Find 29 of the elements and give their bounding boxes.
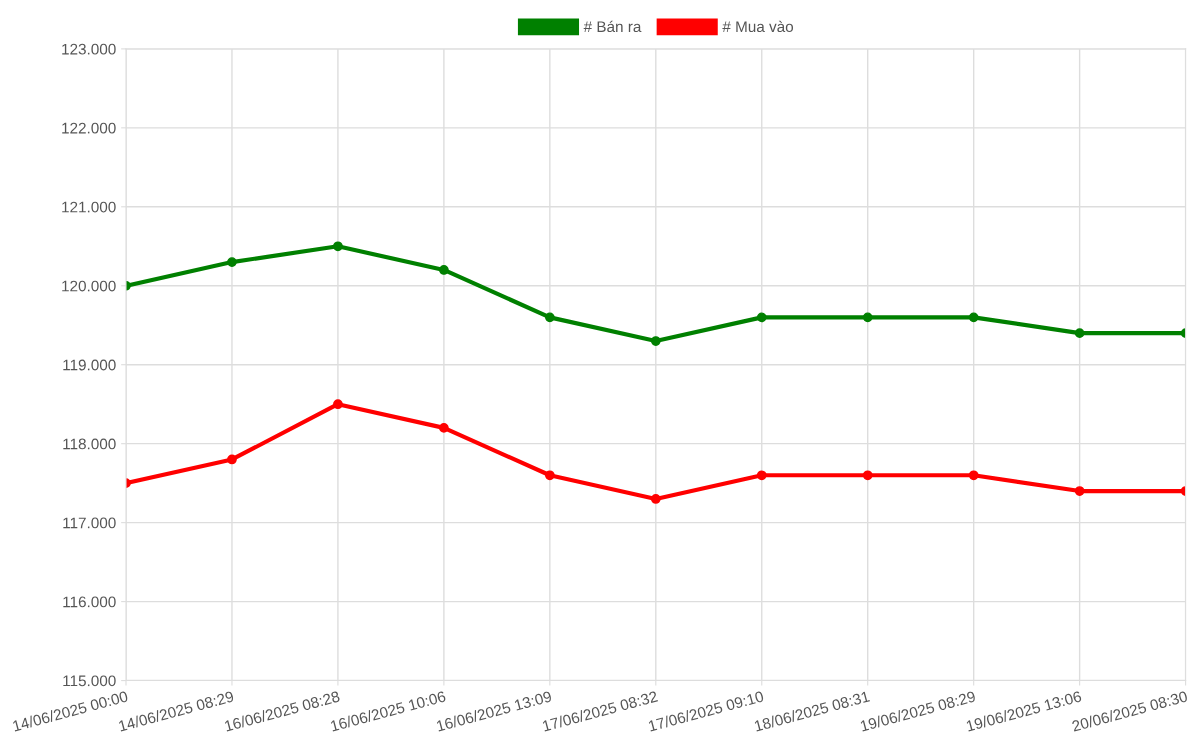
point [650, 494, 661, 504]
point [544, 312, 555, 323]
y-tick-label: 118.000 [63, 438, 116, 450]
point [439, 423, 449, 433]
point [333, 241, 343, 252]
point [1074, 486, 1085, 496]
point [439, 265, 449, 275]
y-tick-label: 123.000 [62, 43, 116, 55]
y-tick-label: 120.000 [62, 280, 116, 292]
point [862, 312, 873, 323]
y-tick-label: 116.000 [63, 596, 116, 608]
point [650, 336, 661, 346]
point [862, 470, 873, 481]
legend-label: # Bán ra [583, 20, 642, 33]
y-tick-label: 119.000 [63, 359, 116, 371]
point [227, 257, 237, 267]
y-tick-label: 121.000 [62, 201, 116, 213]
point [1074, 328, 1085, 338]
y-tick-label: 115.000 [63, 675, 116, 687]
point [227, 454, 237, 465]
y-tick-label: 122.000 [62, 122, 116, 134]
point [756, 312, 767, 323]
point [333, 399, 343, 410]
y-tick-label: 117.000 [63, 517, 116, 529]
point [544, 470, 555, 481]
point [756, 470, 767, 481]
legend-label: # Mua vào [722, 20, 794, 33]
point [968, 312, 979, 323]
point [968, 470, 979, 481]
